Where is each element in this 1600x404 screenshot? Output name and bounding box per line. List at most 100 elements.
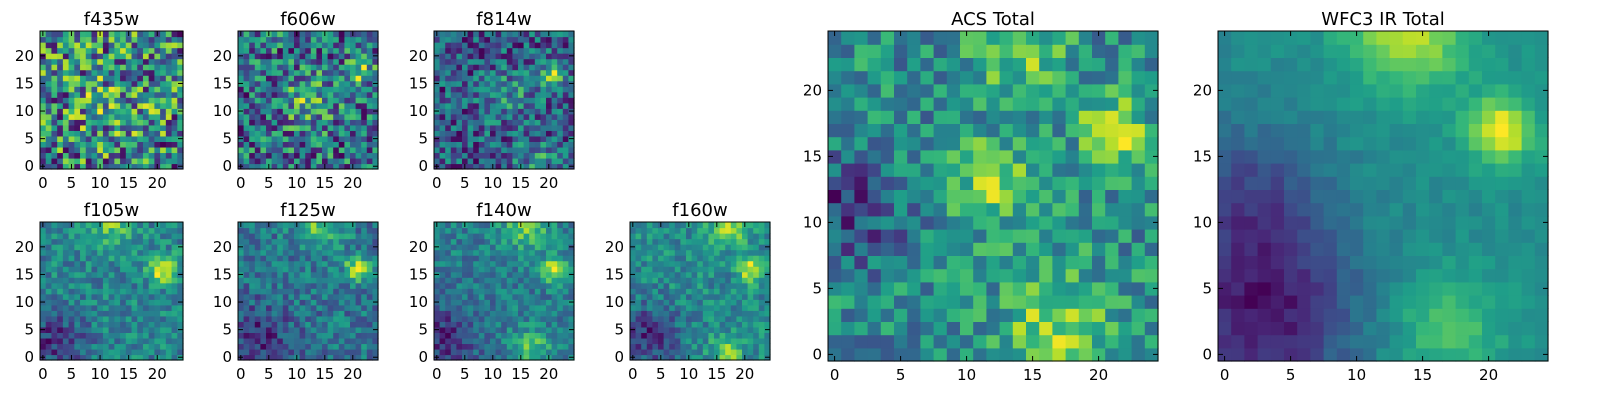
heatmap-cell [518,48,524,54]
heatmap-cell [524,37,530,43]
heatmap-cell [305,97,311,103]
heatmap-cell [468,130,474,136]
heatmap-cell [46,305,52,311]
heatmap-cell [97,108,103,114]
heatmap-cell [277,283,283,289]
heatmap-cell [51,310,57,316]
heatmap-cell [714,310,720,316]
heatmap-cell [1000,229,1014,243]
heatmap-cell [473,349,479,355]
heatmap-cell [841,203,855,217]
heatmap-cell [490,316,496,322]
heatmap-cell [126,136,132,142]
heatmap-cell [294,283,300,289]
heatmap-cell [434,294,440,300]
heatmap-cell [166,321,172,327]
heatmap-cell [350,266,356,272]
heatmap-cell [80,321,86,327]
heatmap-cell [260,310,266,316]
heatmap-cell [238,114,244,120]
heatmap-cell [255,239,261,245]
heatmap-cell [238,266,244,272]
heatmap-cell [154,136,160,142]
heatmap-cell [445,310,451,316]
heatmap-cell [300,114,306,120]
heatmap-cell [339,349,345,355]
heatmap-cell [496,255,502,261]
heatmap-cell [1079,335,1093,349]
heatmap-cell [451,147,457,153]
heatmap-cell [484,228,490,234]
heatmap-cell [63,97,69,103]
heatmap-cell [742,349,748,355]
heatmap-cell [80,228,86,234]
heatmap-cell [255,250,261,256]
heatmap-cell [540,321,546,327]
heatmap-cell [51,81,57,87]
heatmap-cell [137,130,143,136]
heatmap-cell [907,176,921,190]
heatmap-cell [80,250,86,256]
heatmap-cell [361,158,367,164]
panel-title: f105w [84,200,139,221]
heatmap-cell [669,228,675,234]
heatmap-cell [149,147,155,153]
heatmap-cell [46,327,52,333]
heatmap-cell [143,349,149,355]
heatmap-cell [80,70,86,76]
heatmap-cell [97,288,103,294]
heatmap-cell [74,75,80,81]
heatmap-cell [109,266,115,272]
heatmap-cell [305,48,311,54]
heatmap-cell [46,316,52,322]
heatmap-cell [63,75,69,81]
heatmap-cell [328,299,334,305]
heatmap-cell [1132,163,1146,177]
heatmap-cell [255,42,261,48]
heatmap-cell [288,158,294,164]
heatmap-cell [356,349,362,355]
heatmap-cell [479,316,485,322]
heatmap-cell [344,239,350,245]
heatmap-cell [524,294,530,300]
heatmap-cell [361,288,367,294]
heatmap-cell [294,244,300,250]
heatmap-cell [692,343,698,349]
heatmap-cell [652,277,658,283]
heatmap-cell [367,37,373,43]
heatmap-cell [434,125,440,131]
heatmap-cell [456,316,462,322]
heatmap-cell [664,338,670,344]
heatmap-cell [305,316,311,322]
heatmap-cell [344,299,350,305]
heatmap-cell [1013,203,1027,217]
heatmap-cell [255,92,261,98]
heatmap-cell [529,261,535,267]
heatmap-cells [238,31,379,170]
heatmap-cell [451,294,457,300]
heatmap-cell [120,255,126,261]
heatmap-cell [692,327,698,333]
heatmap-cell [356,316,362,322]
heatmap-cells [40,31,184,170]
heatmap-cell [97,53,103,59]
heatmap-cell [934,255,948,269]
heatmap-cell [172,141,178,147]
heatmap-cell [524,261,530,267]
heatmap-cell [160,332,166,338]
heatmap-cell [557,92,563,98]
heatmap-cell [708,272,714,278]
heatmap-cell [546,136,552,142]
heatmap-cell [120,283,126,289]
heatmap-cell [255,31,261,37]
heatmap-cell [57,299,63,305]
heatmap-cell [277,114,283,120]
heatmap-cell [333,305,339,311]
heatmap-cell [120,136,126,142]
heatmap-cell [708,299,714,305]
heatmap-cell [720,349,726,355]
heatmap-cell [496,310,502,316]
heatmap-cell [311,321,317,327]
heatmap-cell [266,75,272,81]
heatmap-cell [496,277,502,283]
